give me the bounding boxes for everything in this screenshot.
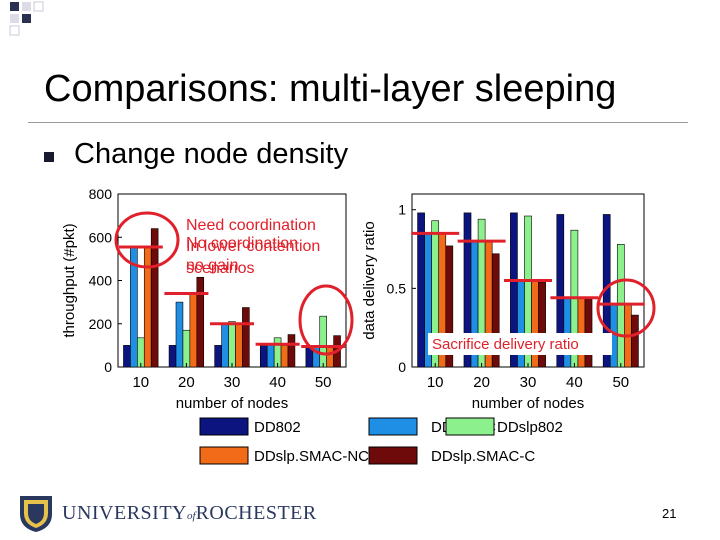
x-tick-label: 20 bbox=[473, 374, 490, 391]
y-tick-label: 200 bbox=[89, 316, 113, 332]
x-tick-label: 30 bbox=[520, 374, 537, 391]
x-axis-label: number of nodes bbox=[472, 395, 585, 412]
bar-DD802-40 bbox=[556, 214, 565, 368]
bar-DD802-20 bbox=[168, 345, 177, 368]
bar-DDslp.SMAC-C-20 bbox=[491, 253, 500, 368]
bar-DDslp.SMAC-NC-30 bbox=[235, 323, 243, 368]
y-tick-label: 400 bbox=[89, 273, 113, 289]
highlight-circle-sacrifice bbox=[596, 278, 656, 338]
highlight-circle-need-coordination bbox=[114, 211, 180, 269]
annotation-sacrifice: Sacrifice delivery ratio bbox=[432, 336, 579, 353]
y-tick-label: 0 bbox=[398, 359, 406, 375]
y-tick-label: 0 bbox=[104, 359, 112, 375]
bar-DDslp.SMAC-C-10 bbox=[150, 228, 159, 368]
x-tick-label: 40 bbox=[269, 374, 286, 391]
bar-DDslp802-20 bbox=[182, 329, 191, 368]
bar-DDslp802-10 bbox=[137, 337, 145, 368]
bar-DDslp802-50 bbox=[616, 244, 625, 368]
legend-label-DDslp.SMAC-C: DDslp.SMAC-C bbox=[431, 448, 535, 465]
bar-DDSMAC-20 bbox=[175, 301, 184, 368]
bar-DD802-10 bbox=[417, 212, 425, 368]
bar-DDslp.SMAC-NC-40 bbox=[280, 345, 289, 368]
legend-swatch-DD802 bbox=[199, 417, 249, 436]
legend-label-DDslp.SMAC-NC: DDslp.SMAC-NC bbox=[254, 448, 369, 465]
annotation-lower-contention: In lower contention bbox=[186, 238, 320, 255]
legend-swatch-DDslp.SMAC-C bbox=[368, 446, 418, 465]
bar-DDslp.SMAC-NC-40 bbox=[577, 297, 586, 368]
bar-DDslp.SMAC-C-20 bbox=[196, 276, 205, 368]
bar-DDSMAC-30 bbox=[221, 323, 229, 368]
bar-DDslp.SMAC-NC-10 bbox=[143, 245, 152, 368]
bar-DD802-30 bbox=[214, 345, 222, 368]
y-tick-label: 800 bbox=[89, 186, 113, 202]
bar-DDslp.SMAC-C-50 bbox=[631, 314, 639, 368]
x-tick-label: 10 bbox=[132, 374, 149, 391]
university-word: UNIVERSITY bbox=[62, 502, 187, 524]
highlight-circle-no-gain bbox=[298, 284, 354, 356]
legend-label-DD802: DD802 bbox=[254, 419, 301, 436]
x-tick-label: 20 bbox=[178, 374, 195, 391]
legend-swatch-DDslp.SMAC-NC bbox=[199, 446, 249, 465]
bar-DDSMAC-40 bbox=[266, 343, 275, 368]
x-tick-label: 40 bbox=[566, 374, 583, 391]
x-axis-label: number of nodes bbox=[176, 395, 289, 412]
title-divider bbox=[28, 122, 688, 123]
bar-DDslp.SMAC-C-30 bbox=[242, 307, 250, 368]
bar-DDslp.SMAC-NC-20 bbox=[189, 293, 198, 368]
annotation-scenarios: scenarios bbox=[186, 260, 254, 277]
sacrifice-label-bg bbox=[428, 333, 612, 355]
bar-DD802-40 bbox=[259, 345, 268, 368]
university-shield-logo bbox=[20, 496, 52, 532]
annotation-no-gain: no gain bbox=[186, 257, 239, 274]
corner-decoration bbox=[9, 1, 44, 36]
y-tick-label: 0.5 bbox=[387, 280, 407, 296]
bar-DDslp802-50 bbox=[319, 315, 327, 368]
y-axis-label: data delivery ratio bbox=[361, 221, 378, 339]
y-tick-label: 1 bbox=[398, 202, 406, 218]
x-tick-label: 10 bbox=[427, 374, 444, 391]
bar-DDslp.SMAC-C-30 bbox=[538, 281, 546, 368]
university-city: ROCHESTER bbox=[195, 502, 317, 524]
university-wordmark: UNIVERSITYofROCHESTER bbox=[62, 502, 317, 525]
x-tick-label: 30 bbox=[224, 374, 241, 391]
bar-DD802-10 bbox=[123, 345, 131, 368]
legend-swatch-DDslp802 bbox=[445, 417, 495, 436]
bar-DDslp.SMAC-NC-50 bbox=[326, 346, 334, 368]
x-tick-label: 50 bbox=[612, 374, 629, 391]
bar-DDSMAC-40 bbox=[563, 297, 572, 368]
bar-DDslp.SMAC-C-40 bbox=[287, 334, 296, 368]
bullet-text: Change node density bbox=[74, 138, 349, 170]
annotation-need-coordination: Need coordination bbox=[186, 217, 316, 234]
y-axis-label: throughput (#pkt) bbox=[61, 223, 78, 337]
bullet-square-icon bbox=[44, 152, 54, 162]
annotation-no-coordination: No coordination bbox=[186, 235, 298, 252]
bar-DDslp802-30 bbox=[228, 321, 236, 368]
bar-DDslp802-40 bbox=[273, 337, 282, 368]
university-of: of bbox=[187, 510, 196, 522]
bar-DDslp.SMAC-C-10 bbox=[445, 245, 454, 368]
page-number: 21 bbox=[662, 506, 677, 521]
slide-title: Comparisons: multi-layer sleeping bbox=[44, 68, 617, 110]
x-tick-label: 50 bbox=[315, 374, 332, 391]
legend-swatch-DDSMAC bbox=[368, 417, 418, 436]
legend-label-DDslp802: DDslp802 bbox=[497, 419, 563, 436]
y-tick-label: 600 bbox=[89, 229, 113, 245]
